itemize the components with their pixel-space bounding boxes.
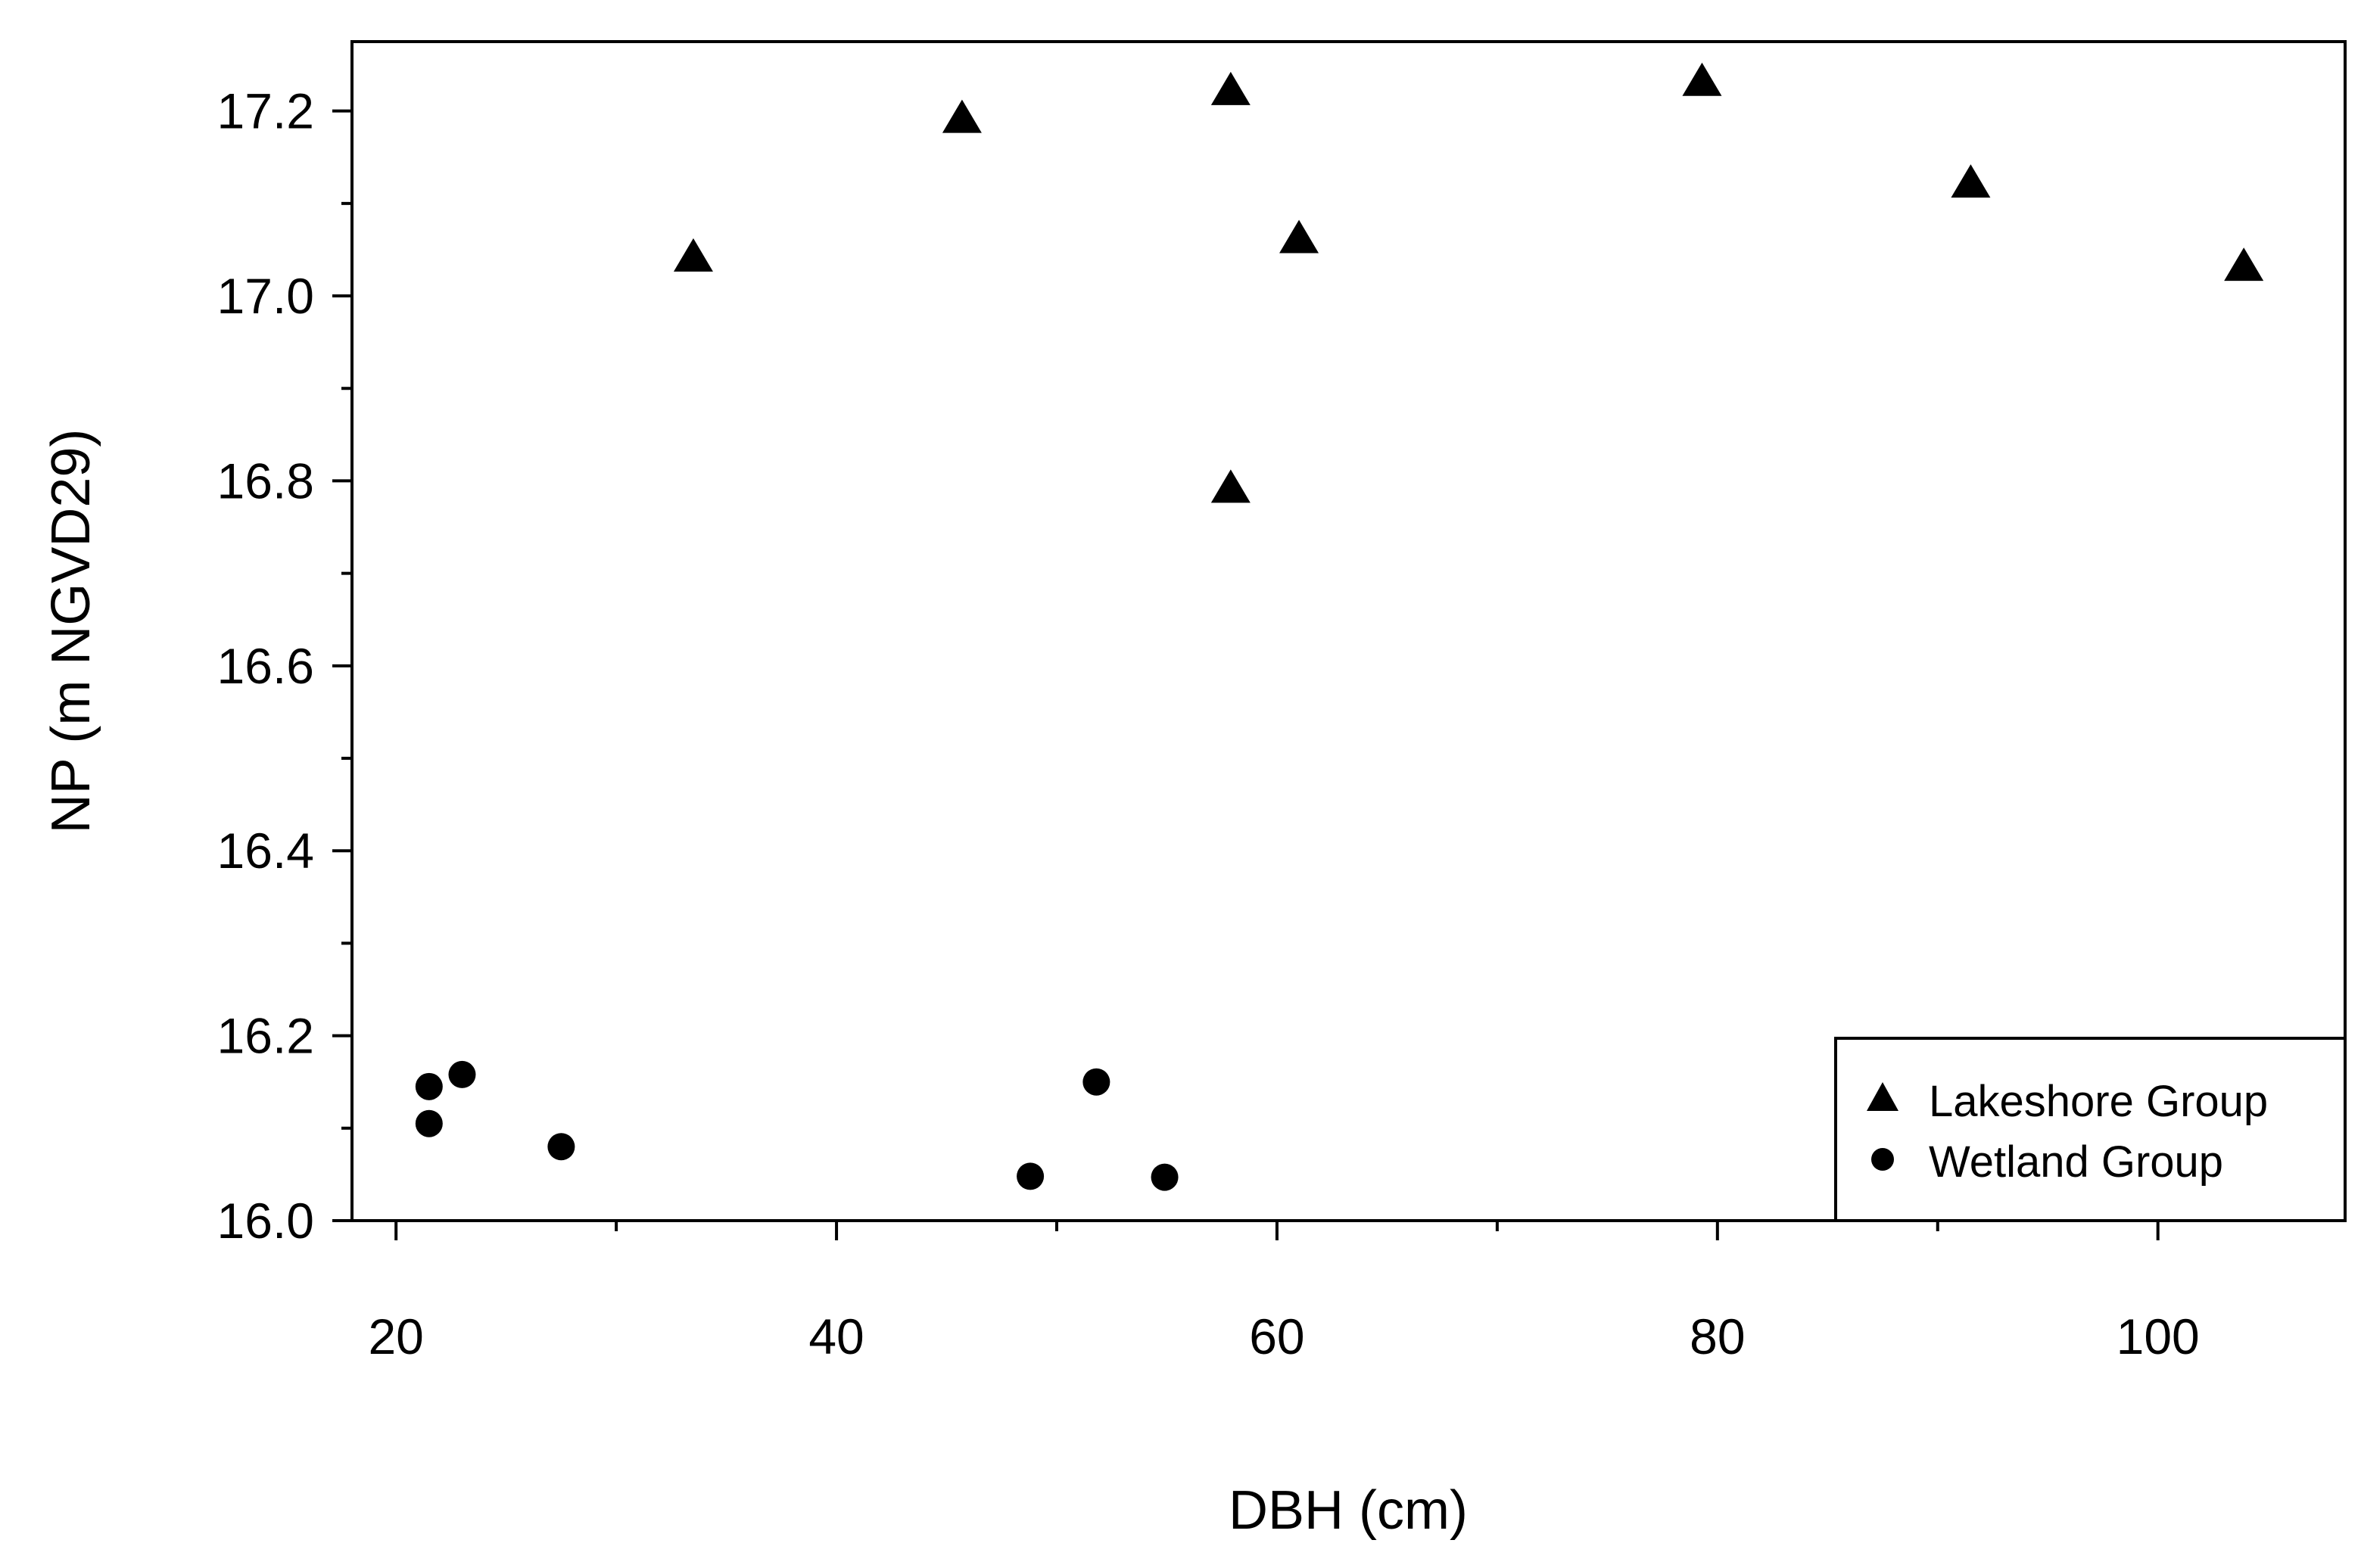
x-tick-label: 60: [1249, 1308, 1304, 1364]
y-axis-title: NP (m NGVD29): [41, 429, 101, 834]
x-tick-label: 80: [1690, 1308, 1745, 1364]
wetland-point: [1017, 1162, 1045, 1190]
wetland-point: [415, 1109, 443, 1137]
plot-frame: [350, 40, 2347, 1222]
x-axis-title: DBH (cm): [1229, 1480, 1468, 1541]
y-tick-label: 16.0: [217, 1193, 314, 1249]
y-tick-label: 16.4: [217, 823, 314, 879]
x-tick-label: 100: [2116, 1308, 2200, 1364]
y-tick-label: 16.6: [217, 638, 314, 694]
legend-box: [1834, 1037, 2347, 1222]
lakeshore-point: [1210, 469, 1251, 503]
wetland-point: [547, 1133, 575, 1161]
data-points: [415, 62, 2264, 1191]
x-tick-label: 40: [808, 1308, 864, 1364]
x-tick-label: 20: [368, 1308, 423, 1364]
x-axis: 20 40 60 80 100: [368, 1221, 2200, 1364]
y-tick-label: 17.2: [217, 83, 314, 139]
wetland-point: [1082, 1068, 1110, 1096]
lakeshore-point: [1210, 71, 1251, 105]
legend-label-lakeshore: Lakeshore Group: [1929, 1077, 2268, 1126]
lakeshore-point: [1279, 219, 1319, 254]
legend: Lakeshore Group Wetland Group: [1834, 1037, 2347, 1222]
legend-circle-icon: [1871, 1148, 1894, 1171]
y-tick-label: 17.0: [217, 268, 314, 324]
wetland-point: [448, 1060, 476, 1088]
wetland-point: [1151, 1163, 1179, 1191]
y-tick-label: 16.2: [217, 1008, 314, 1064]
lakeshore-point: [1951, 164, 1991, 198]
lakeshore-point: [1682, 62, 1722, 96]
lakeshore-point: [2224, 247, 2264, 282]
wetland-point: [415, 1072, 443, 1100]
lakeshore-point: [673, 238, 713, 272]
y-axis: 16.0 16.2 16.4 16.6 16.8 17.0 17.2: [217, 83, 352, 1249]
y-tick-label: 16.8: [217, 453, 314, 509]
legend-label-wetland: Wetland Group: [1929, 1137, 2223, 1187]
legend-triangle-icon: [1867, 1082, 1898, 1111]
lakeshore-point: [942, 99, 982, 133]
